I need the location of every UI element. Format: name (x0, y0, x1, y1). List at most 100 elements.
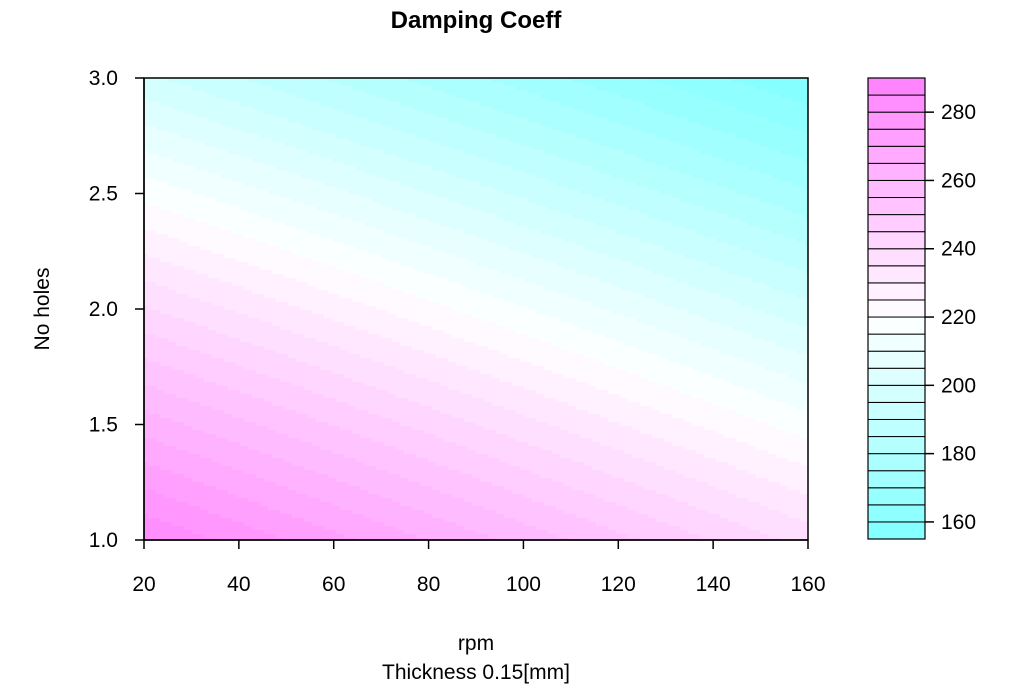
contour-cell (304, 98, 309, 103)
contour-cell (700, 102, 705, 107)
contour-cell (560, 146, 565, 151)
contour-cell (492, 106, 497, 111)
contour-cell (172, 90, 177, 95)
contour-cell (368, 178, 373, 183)
contour-cell (332, 194, 337, 199)
contour-cell (260, 138, 265, 143)
contour-cell (392, 86, 397, 91)
contour-cell (608, 142, 613, 147)
contour-cell (796, 110, 801, 115)
contour-cell (268, 162, 273, 167)
contour-cell (744, 126, 749, 131)
contour-cell (524, 142, 529, 147)
contour-cell (440, 138, 445, 143)
contour-cell (436, 118, 441, 123)
contour-cell (480, 158, 485, 163)
contour-cell (288, 162, 293, 167)
contour-cell (712, 134, 717, 139)
contour-cell (708, 114, 713, 119)
contour-cell (340, 146, 345, 151)
contour-cell (696, 118, 701, 123)
contour-cell (292, 110, 297, 115)
contour-cell (632, 126, 637, 131)
contour-cell (632, 118, 637, 123)
contour-cell (180, 122, 185, 127)
contour-cell (616, 146, 621, 151)
contour-cell (444, 126, 449, 131)
contour-cell (376, 130, 381, 135)
contour-cell (404, 142, 409, 147)
contour-cell (800, 106, 805, 111)
contour-cell (756, 162, 761, 167)
contour-cell (408, 118, 413, 123)
contour-cell (396, 146, 401, 151)
contour-cell (640, 86, 645, 91)
contour-cell (156, 178, 161, 183)
contour-cell (152, 194, 157, 199)
contour-cell (536, 146, 541, 151)
contour-cell (316, 130, 321, 135)
contour-cell (500, 138, 505, 143)
contour-cell (508, 110, 513, 115)
contour-cell (148, 114, 153, 119)
contour-cell (480, 126, 485, 131)
contour-cell (520, 90, 525, 95)
contour-cell (328, 102, 333, 107)
contour-cell (692, 138, 697, 143)
contour-cell (340, 162, 345, 167)
contour-cell (188, 170, 193, 175)
contour-cell (728, 126, 733, 131)
contour-cell (284, 126, 289, 131)
contour-cell (484, 94, 489, 99)
contour-cell (348, 142, 353, 147)
contour-cell (716, 122, 721, 127)
contour-cell (144, 82, 149, 87)
contour-cell (324, 178, 329, 183)
contour-cell (240, 102, 245, 107)
contour-cell (736, 150, 741, 155)
contour-cell (188, 94, 193, 99)
contour-cell (548, 126, 553, 131)
contour-cell (752, 122, 757, 127)
contour-cell (692, 194, 697, 199)
contour-cell (192, 118, 197, 123)
contour-cell (564, 194, 569, 199)
contour-cell (148, 146, 153, 151)
contour-cell (640, 170, 645, 175)
contour-cell (368, 182, 373, 187)
contour-cell (416, 174, 421, 179)
contour-cell (684, 86, 689, 91)
contour-cell (308, 158, 313, 163)
contour-cell (792, 170, 797, 175)
contour-cell (176, 154, 181, 159)
contour-cell (740, 122, 745, 127)
contour-cell (596, 166, 601, 171)
contour-cell (776, 190, 781, 195)
contour-cell (552, 78, 557, 83)
contour-cell (532, 162, 537, 167)
contour-cell (248, 130, 253, 135)
contour-cell (252, 86, 257, 91)
contour-cell (580, 138, 585, 143)
contour-cell (404, 174, 409, 179)
contour-cell (688, 138, 693, 143)
contour-cell (312, 178, 317, 183)
contour-cell (412, 98, 417, 103)
contour-cell (380, 130, 385, 135)
contour-cell (488, 94, 493, 99)
contour-cell (416, 186, 421, 191)
contour-cell (712, 98, 717, 103)
contour-cell (212, 106, 217, 111)
contour-cell (372, 138, 377, 143)
contour-cell (716, 134, 721, 139)
contour-cell (540, 102, 545, 107)
contour-cell (572, 194, 577, 199)
contour-cell (216, 166, 221, 171)
contour-cell (152, 122, 157, 127)
contour-cell (204, 170, 209, 175)
contour-cell (732, 126, 737, 131)
contour-cell (592, 166, 597, 171)
contour-cell (684, 118, 689, 123)
contour-cell (452, 110, 457, 115)
contour-cell (424, 114, 429, 119)
